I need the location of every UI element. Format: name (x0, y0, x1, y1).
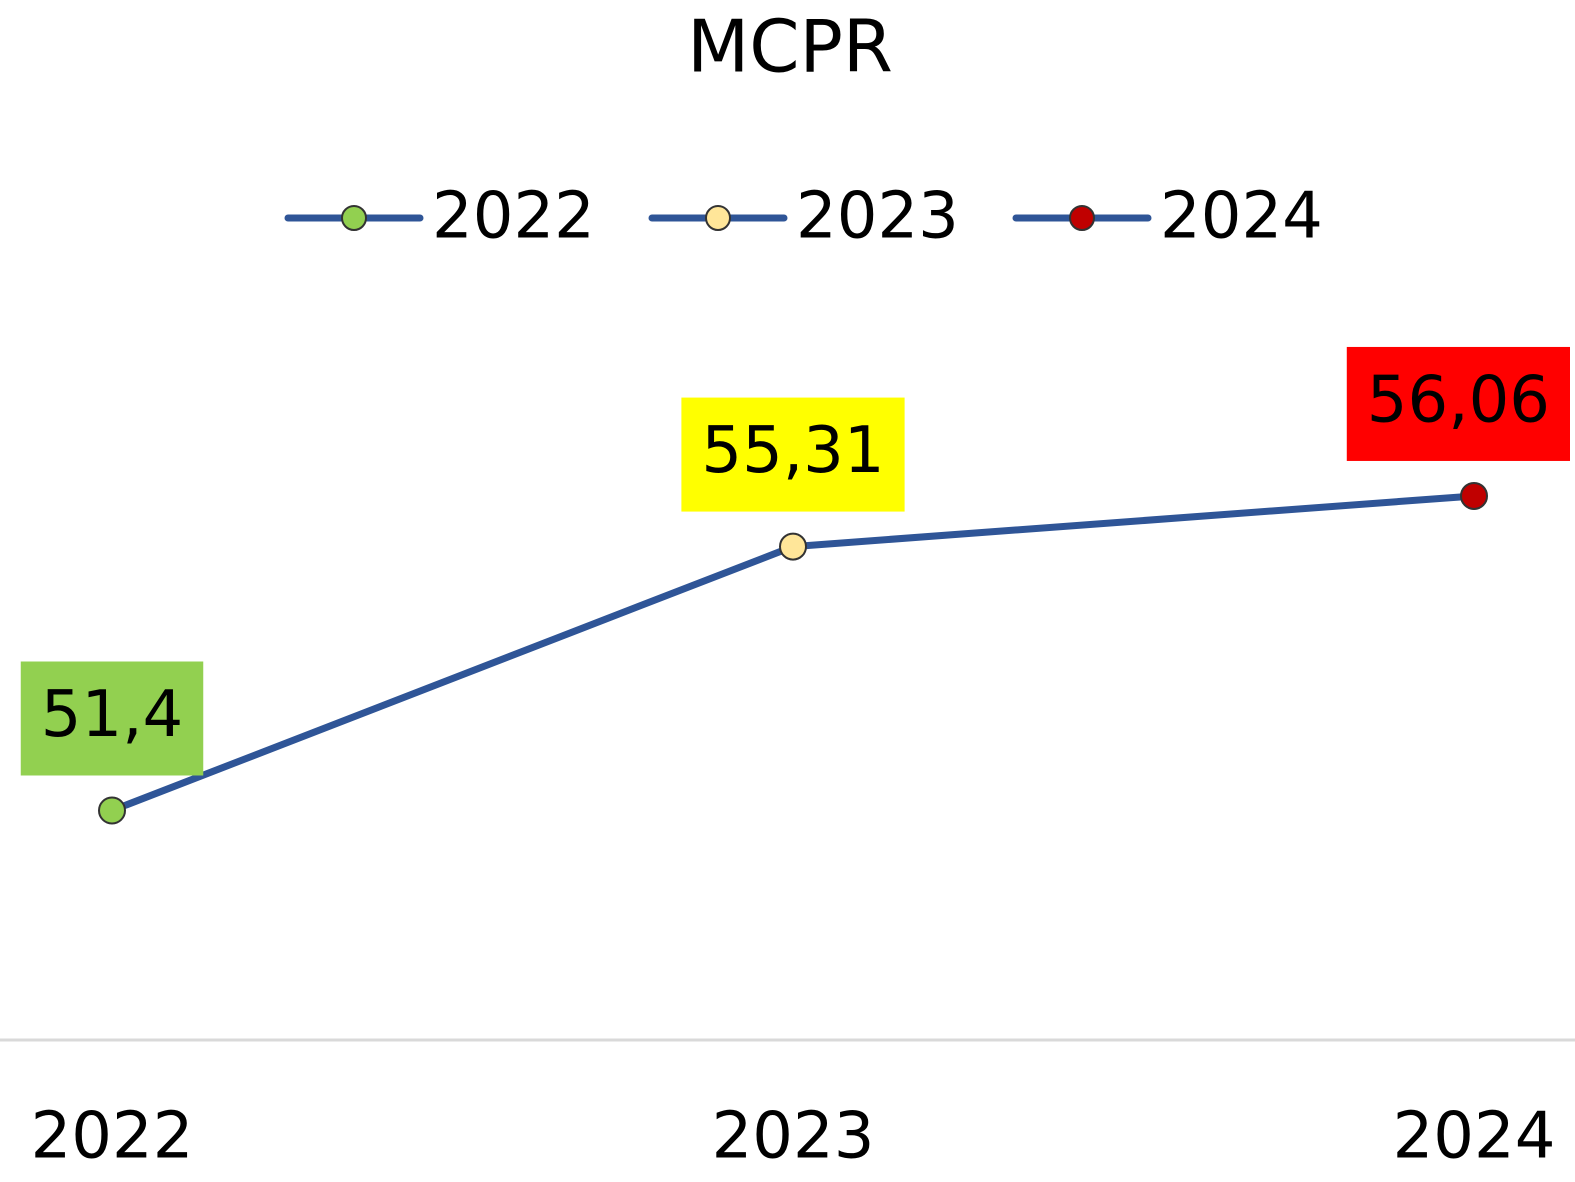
data-label-box (681, 397, 905, 512)
x-tick-label: 2024 (1393, 1100, 1556, 1174)
data-label: 56,06 (1367, 364, 1550, 438)
point (98, 796, 126, 825)
chart-title: MCPR (687, 5, 893, 89)
legend-marker (1069, 205, 1095, 231)
data-label: 55,31 (701, 414, 884, 488)
legend-label: 2024 (1160, 180, 1323, 254)
x-tick-label: 2022 (31, 1100, 194, 1174)
legend-label: 2022 (432, 180, 595, 254)
data-label: 51,4 (41, 678, 184, 752)
data-label-box (1346, 346, 1570, 461)
point (1460, 481, 1488, 510)
x-tick-label: 2023 (712, 1100, 875, 1174)
legend-label: 2023 (796, 180, 959, 254)
point (779, 532, 807, 561)
legend-marker (705, 205, 731, 231)
legend-marker (341, 205, 367, 231)
data-label-box (20, 661, 204, 776)
